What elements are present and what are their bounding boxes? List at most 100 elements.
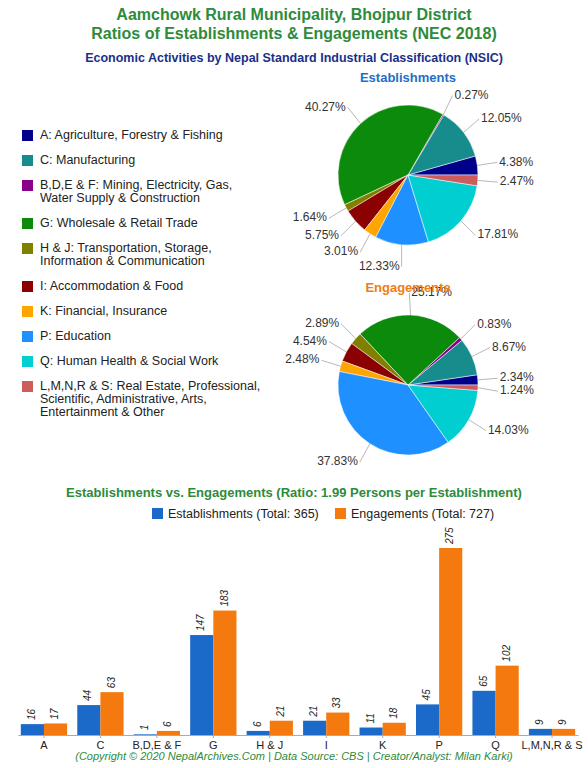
bar (472, 691, 495, 735)
pie-slice (408, 175, 478, 186)
pie-slice (408, 385, 478, 442)
tick: A (40, 735, 48, 751)
tick-mark (156, 735, 157, 738)
data-label: 14.03% (488, 423, 529, 437)
leader-line (478, 378, 498, 380)
legend-swatch (335, 508, 346, 519)
tick: Q (491, 735, 500, 751)
legend: A: Agriculture, Forestry & FishingC: Man… (22, 128, 260, 419)
legend-swatch (22, 155, 33, 166)
legend-swatch (152, 508, 163, 519)
data-label: 12.33% (359, 259, 400, 273)
data-label: 4.54% (293, 334, 327, 348)
legend-label: P: Education (40, 329, 111, 343)
leader-line (360, 234, 370, 252)
pie-chart: 4.38%12.05%0.27%40.27%1.64%5.75%3.01%12.… (293, 88, 534, 273)
tick: C (96, 735, 104, 751)
pie-title: Engagements (365, 280, 450, 295)
bar (270, 721, 293, 735)
data-label: 275 (444, 527, 455, 545)
bar (213, 611, 236, 735)
tick-label: P (435, 739, 442, 751)
leader-line (478, 180, 498, 182)
bar (326, 713, 349, 735)
title: Aamchowk Rural Municipality, Bhojpur Dis… (116, 6, 472, 23)
legend-swatch (22, 243, 33, 254)
legend-swatch (22, 218, 33, 229)
tick-mark (439, 735, 440, 738)
leader-line (478, 388, 498, 392)
legend-label: Establishments (Total: 365) (168, 507, 319, 521)
bar (303, 721, 326, 735)
legend-swatch (22, 381, 33, 392)
data-label: 21 (308, 706, 319, 718)
data-label: 9 (557, 719, 568, 725)
tick-label: G (209, 739, 218, 751)
leader-line (401, 245, 402, 267)
bar (247, 731, 270, 735)
bar (496, 666, 519, 735)
bar (360, 728, 383, 735)
tick: H & J (256, 735, 283, 751)
tick-mark (213, 735, 214, 738)
bar (439, 548, 462, 735)
bar (134, 734, 157, 735)
legend-label: Engagements (Total: 727) (351, 507, 494, 521)
bar (383, 723, 406, 735)
pie-slice (408, 385, 478, 390)
data-label: 147 (195, 614, 206, 631)
legend-swatch (22, 356, 33, 367)
bars (21, 548, 575, 735)
bar (157, 731, 180, 735)
legend-label: G: Wholesale & Retail Trade (40, 216, 198, 230)
legend-label: K: Financial, Insurance (40, 304, 167, 318)
bar (416, 704, 439, 735)
leader-line (461, 324, 476, 338)
tick-label: K (379, 739, 387, 751)
data-label: 2.34% (500, 370, 534, 384)
data-label: 21 (275, 706, 286, 718)
pie-title: Establishments (360, 70, 456, 85)
data-label: 18 (388, 707, 399, 719)
legend-swatch (22, 306, 33, 317)
data-label: 1 (139, 725, 150, 731)
data-label: 183 (219, 589, 230, 606)
tick-mark (382, 735, 383, 738)
data-label: 45 (421, 689, 432, 701)
leader-line (461, 221, 476, 235)
tick-label: A (40, 739, 48, 751)
tick: G (209, 735, 218, 751)
tick-label: C (96, 739, 104, 751)
tick: P (435, 735, 442, 751)
data-label: 2.47% (500, 174, 534, 188)
pie-slice (408, 175, 477, 242)
leader-line (443, 96, 452, 115)
data-label: 33 (331, 697, 342, 709)
data-label: 16 (26, 709, 37, 721)
chart-root: Aamchowk Rural Municipality, Bhojpur Dis… (0, 0, 588, 768)
data-label: 102 (501, 645, 512, 662)
legend-swatch (22, 281, 33, 292)
legend-swatch (22, 130, 33, 141)
tick-mark (43, 735, 44, 738)
bar (21, 724, 44, 735)
leader-line (321, 360, 340, 366)
leader-line (348, 107, 361, 123)
data-label: 3.01% (324, 244, 358, 258)
bar (529, 729, 552, 735)
leader-line (464, 119, 479, 132)
leader-line (329, 341, 346, 351)
title: Ratios of Establishments & Engagements (… (91, 25, 496, 42)
data-label: 1.24% (500, 383, 534, 397)
footer: (Copyright © 2020 NepalArchives.Com | Da… (75, 750, 513, 762)
data-label: 11 (365, 713, 376, 723)
legend-label: I: Accommodation & Food (40, 279, 183, 293)
bar (100, 692, 123, 735)
legend-label: Q: Human Health & Social Work (40, 354, 219, 368)
leader-line (360, 444, 370, 462)
data-label: 37.83% (317, 454, 358, 468)
tick-label: L,M,N,R & S (521, 739, 582, 751)
tick-label: I (325, 739, 328, 751)
leader-line (329, 208, 346, 218)
data-label: 6 (162, 721, 173, 727)
